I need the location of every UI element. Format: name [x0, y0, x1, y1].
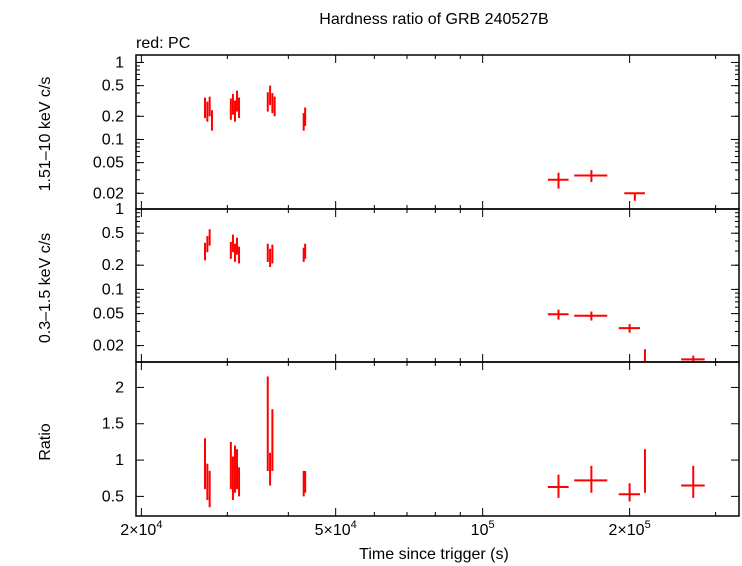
data-point [266, 243, 269, 262]
x-axis-label: Time since trigger (s) [359, 546, 509, 563]
y-tick-label: 0.05 [93, 306, 124, 323]
data-point [204, 242, 207, 261]
data-point [624, 192, 645, 201]
data-point [618, 324, 640, 333]
x-axis: 2×104 5×104 105 2×105 [120, 519, 650, 539]
y-tick-label: 0.5 [102, 225, 124, 242]
data-point [304, 243, 307, 259]
data-point [681, 355, 705, 362]
data-point [229, 98, 232, 120]
y-tick-label: 0.2 [102, 257, 124, 274]
data-point [206, 463, 209, 501]
y-tick-label: 0.05 [93, 155, 124, 172]
data-point [238, 246, 241, 264]
data-point [269, 452, 272, 486]
y-tick-label: 0.2 [102, 108, 124, 125]
y-axis-label-hard: 1.51–10 keV c/s [37, 77, 54, 192]
y-tick-label: 1.5 [102, 416, 124, 433]
data-point [206, 236, 209, 253]
data-point [643, 349, 646, 362]
data-point [204, 438, 207, 490]
y-tick-label: 0.02 [93, 338, 124, 355]
y-tick-label: 0.5 [102, 488, 124, 505]
y-tick-label: 1 [115, 452, 124, 469]
data-point [208, 229, 211, 246]
data-point [231, 456, 234, 501]
data-point [233, 243, 236, 262]
data-point [302, 247, 305, 262]
legend-note: red: PC [136, 35, 190, 52]
y-tick-label: 0.1 [102, 281, 124, 298]
data-point [271, 93, 274, 114]
data-point [304, 470, 307, 493]
panel-ratio: 2 1.5 1 0.5 [102, 361, 740, 517]
data-point [229, 241, 232, 259]
x-tick-label: 2×104 [120, 519, 162, 539]
chart-title: Hardness ratio of GRB 240527B [319, 11, 548, 28]
data-point [574, 170, 608, 183]
data-point [231, 234, 234, 253]
data-point [236, 449, 239, 490]
y-axis-label-soft: 0.3–1.5 keV c/s [37, 233, 54, 343]
data-point [269, 248, 272, 267]
data-point [271, 244, 274, 264]
x-tick-label: 105 [471, 519, 495, 539]
y-tick-label: 0.5 [102, 78, 124, 95]
panel-soft: 1 0.5 0.2 0.1 0.05 0.02 [93, 201, 740, 363]
data-point [304, 107, 307, 126]
y-tick-label: 1 [115, 54, 124, 71]
data-point [233, 100, 236, 122]
y-tick-label: 2 [115, 379, 124, 396]
x-tick-label: 5×104 [315, 519, 357, 539]
data-point [271, 409, 274, 471]
data-point [266, 92, 269, 112]
data-point [208, 470, 211, 508]
data-point [574, 465, 608, 493]
data-point [236, 237, 239, 255]
panel-frame [135, 361, 740, 517]
data-point [547, 474, 569, 498]
data-point [643, 449, 646, 493]
data-point [273, 96, 276, 117]
data-point [302, 113, 305, 131]
y-tick-label: 0.02 [93, 185, 124, 202]
panel-frame [135, 54, 740, 210]
panel-hard: 1 0.5 0.2 0.1 0.05 0.02 [93, 54, 740, 210]
data-point [238, 467, 241, 497]
data-point [238, 97, 241, 118]
data-point [266, 376, 269, 471]
y-tick-label: 1 [115, 201, 124, 218]
data-point [574, 311, 608, 321]
x-tick-label: 2×105 [609, 519, 651, 539]
data-point [233, 445, 236, 493]
panel-frame [135, 208, 740, 363]
data-point [236, 90, 239, 112]
data-point [206, 101, 209, 122]
data-point [618, 483, 640, 502]
y-tick-label: 0.1 [102, 131, 124, 148]
data-point [208, 96, 211, 117]
data-point [210, 110, 213, 131]
data-point [547, 309, 569, 320]
data-point [302, 470, 305, 497]
data-point [204, 97, 207, 118]
data-point [681, 465, 705, 498]
data-point [229, 441, 232, 490]
y-axis-label-ratio: Ratio [37, 423, 54, 460]
data-point [547, 172, 569, 189]
data-point [231, 93, 234, 115]
data-point [269, 85, 272, 106]
